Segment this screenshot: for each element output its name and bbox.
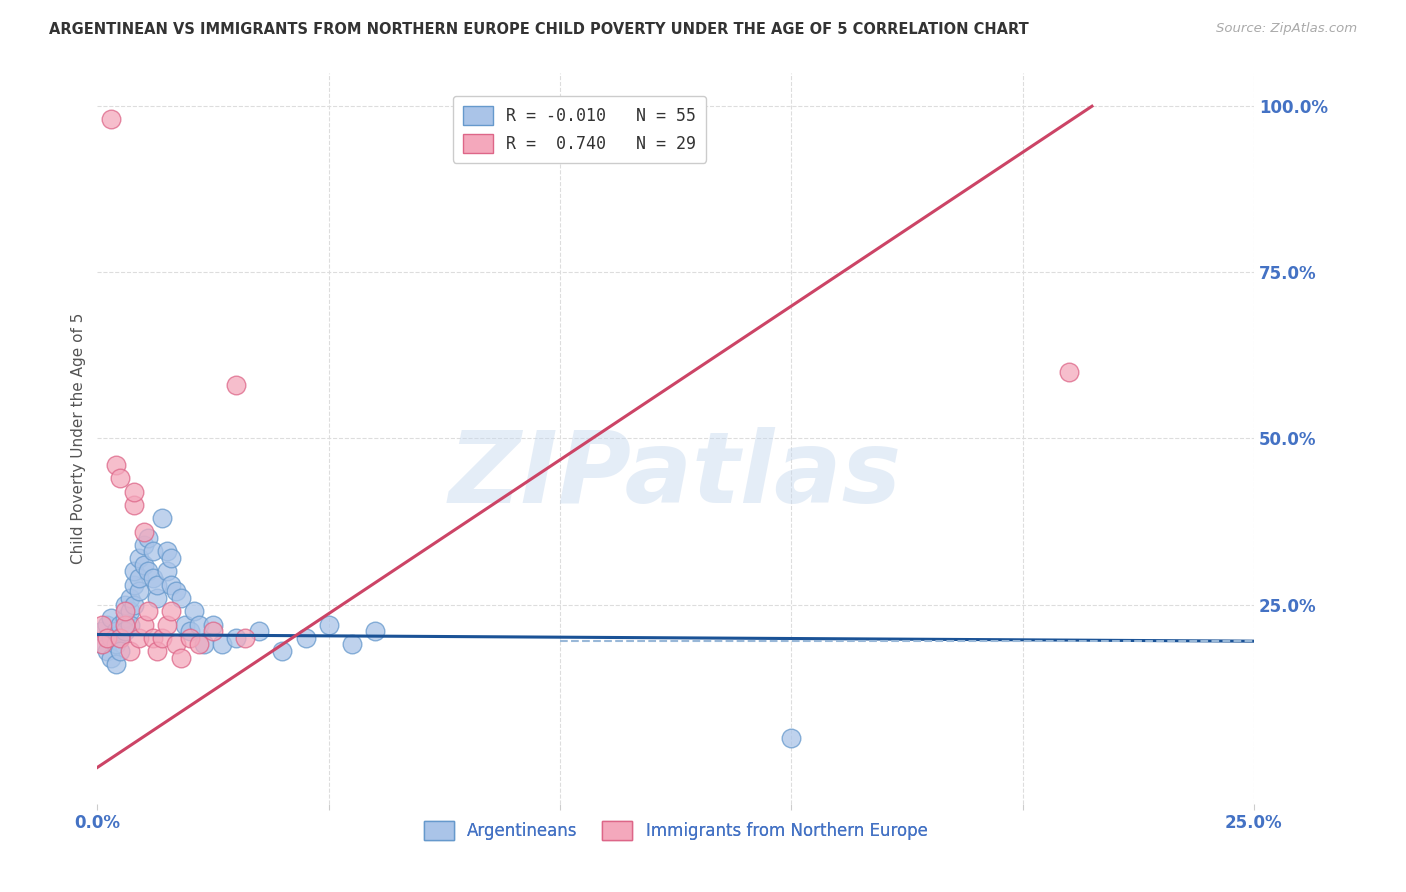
Point [146,644,169,658]
Legend: Argentineans, Immigrants from Northern Europe: Argentineans, Immigrants from Northern E… [418,814,935,847]
Point [110,617,132,632]
Point [156,617,179,632]
Point [136,604,159,618]
Point [156,544,179,558]
Point [124,565,146,579]
Point [91,638,114,652]
Point [150,631,173,645]
Point [118,644,141,658]
Point [165,638,187,652]
Point [128,551,150,566]
Point [271,644,294,658]
Point [174,617,197,632]
Point [247,624,270,639]
Point [146,577,169,591]
Point [128,631,150,645]
Point [128,571,150,585]
Point [110,644,132,658]
Point [160,551,183,566]
Point [169,650,191,665]
Point [188,638,211,652]
Point [114,624,136,639]
Point [114,611,136,625]
Point [118,617,141,632]
Point [160,577,183,591]
Point [118,591,141,605]
Text: Source: ZipAtlas.com: Source: ZipAtlas.com [1216,22,1357,36]
Point [100,611,122,625]
Point [100,631,122,645]
Point [188,617,211,632]
Point [132,617,155,632]
Point [156,565,179,579]
Point [104,657,127,672]
Point [91,617,114,632]
Point [96,644,118,658]
Point [110,631,132,645]
Text: ARGENTINEAN VS IMMIGRANTS FROM NORTHERN EUROPE CHILD POVERTY UNDER THE AGE OF 5 : ARGENTINEAN VS IMMIGRANTS FROM NORTHERN … [49,22,1029,37]
Point [146,591,169,605]
Point [124,598,146,612]
Point [136,565,159,579]
Point [128,584,150,599]
Point [110,631,132,645]
Point [114,604,136,618]
Point [124,484,146,499]
Point [225,631,247,645]
Point [96,617,118,632]
Point [160,604,183,618]
Point [104,638,127,652]
Point [169,591,191,605]
Point [142,544,165,558]
Point [364,624,387,639]
Point [100,112,122,127]
Point [100,650,122,665]
Point [142,571,165,585]
Point [179,624,201,639]
Point [136,531,159,545]
Point [340,638,363,652]
Point [294,631,316,645]
Y-axis label: Child Poverty Under the Age of 5: Child Poverty Under the Age of 5 [72,313,86,564]
Point [142,631,165,645]
Point [132,524,155,539]
Point [124,498,146,512]
Point [124,577,146,591]
Point [132,558,155,572]
Point [179,631,201,645]
Point [132,538,155,552]
Point [165,584,187,599]
Point [318,617,340,632]
Text: ZIPatlas: ZIPatlas [449,426,903,524]
Point [118,604,141,618]
Point [110,471,132,485]
Point [91,624,114,639]
Point [114,617,136,632]
Point [104,458,127,472]
Point [104,624,127,639]
Point [201,624,224,639]
Point [201,617,224,632]
Point [225,378,247,392]
Point [780,731,803,745]
Point [96,631,118,645]
Point [235,631,257,645]
Point [1057,365,1080,379]
Point [211,638,233,652]
Point [183,604,205,618]
Point [114,598,136,612]
Point [150,511,173,525]
Point [91,638,114,652]
Point [193,638,215,652]
